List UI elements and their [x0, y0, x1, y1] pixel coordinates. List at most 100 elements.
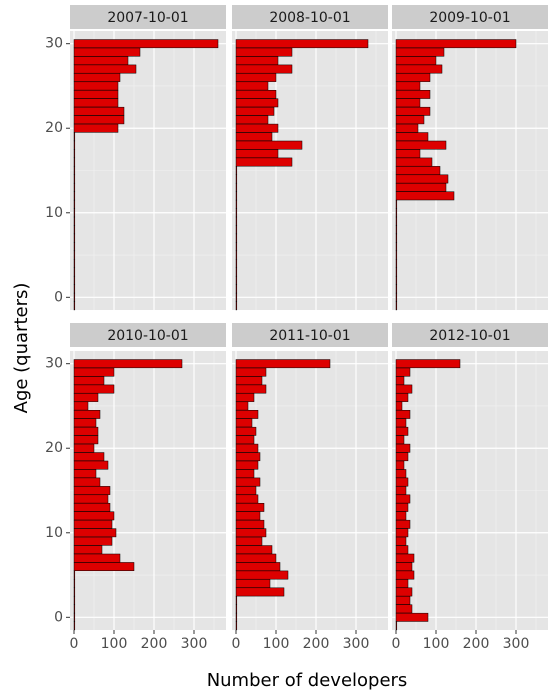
bar — [395, 384, 413, 394]
bar — [235, 511, 261, 521]
x-tick-label: 0 — [70, 636, 79, 652]
bar — [73, 157, 76, 167]
bar — [73, 503, 111, 512]
bar — [235, 284, 238, 294]
bar — [395, 132, 429, 142]
bar — [235, 106, 275, 116]
bar — [235, 384, 267, 394]
y-tick-label: 20 — [45, 440, 63, 456]
bar — [395, 443, 411, 453]
bar — [235, 47, 293, 57]
bar — [235, 132, 273, 142]
bar — [235, 56, 279, 65]
bar — [395, 486, 407, 495]
bar — [73, 367, 115, 377]
bar — [235, 452, 261, 462]
bar — [235, 393, 255, 402]
bar — [235, 553, 277, 563]
bar — [73, 579, 76, 588]
bar — [395, 587, 413, 597]
bar — [235, 250, 238, 260]
bar — [73, 511, 115, 521]
bar — [395, 73, 431, 82]
bar — [235, 166, 238, 175]
bar — [235, 225, 238, 235]
bar — [395, 612, 429, 622]
bar — [395, 140, 447, 150]
bar — [395, 199, 398, 209]
bar — [73, 132, 76, 142]
bar — [395, 494, 411, 504]
bar — [73, 528, 117, 538]
bar — [235, 503, 265, 512]
bar — [395, 233, 398, 243]
bar — [73, 242, 76, 251]
bar — [395, 183, 447, 192]
y-tick-label: 10 — [45, 525, 63, 541]
facet-strip-label: 2011-10-01 — [269, 328, 350, 344]
bar — [235, 140, 303, 150]
facet-strip — [70, 5, 226, 29]
bar — [73, 149, 76, 158]
bar — [395, 39, 517, 49]
bar — [235, 64, 293, 74]
bar — [395, 604, 413, 614]
bar — [73, 418, 97, 428]
bar — [395, 562, 413, 571]
bar — [395, 292, 398, 302]
x-tick-label: 0 — [392, 636, 401, 652]
bar — [235, 367, 267, 377]
bar — [235, 401, 249, 411]
bar — [73, 284, 76, 294]
bar — [395, 477, 409, 487]
bar — [395, 90, 431, 99]
bar — [73, 233, 76, 243]
bar — [235, 157, 293, 167]
bar — [235, 216, 238, 226]
bar — [73, 98, 119, 108]
bar — [395, 242, 398, 251]
bar — [73, 536, 113, 546]
bar — [395, 596, 411, 605]
x-tick-label: 200 — [303, 636, 330, 652]
bar — [235, 494, 259, 504]
bar — [395, 301, 398, 311]
bar — [73, 477, 101, 487]
bar — [395, 56, 437, 65]
bar — [395, 191, 455, 201]
facet-panel: 2009-10-01 — [392, 5, 548, 311]
bar — [395, 511, 407, 521]
x-tick-label: 100 — [101, 636, 128, 652]
bar — [235, 233, 238, 243]
bar — [395, 115, 425, 125]
bar — [73, 301, 76, 311]
bar — [235, 570, 289, 580]
bar — [73, 460, 109, 470]
bar — [235, 208, 238, 218]
facet-strip — [70, 323, 226, 347]
bar — [73, 276, 76, 285]
facet-strip-label: 2008-10-01 — [269, 10, 350, 26]
bar — [73, 384, 115, 394]
bar — [395, 157, 433, 167]
bar — [73, 292, 76, 302]
bar — [235, 98, 279, 108]
bar — [235, 418, 253, 428]
bar — [73, 259, 76, 268]
bar — [395, 553, 415, 563]
facet-panel: 2007-10-01 0 10 20 30 — [45, 5, 226, 311]
bar — [73, 443, 95, 453]
bar — [235, 301, 238, 311]
bar — [235, 276, 238, 285]
bar — [235, 596, 238, 605]
bar — [395, 64, 443, 74]
bar — [235, 376, 263, 385]
bar — [395, 469, 407, 478]
bar — [235, 267, 238, 277]
bar — [73, 401, 89, 411]
bar — [73, 359, 183, 369]
x-tick-label: 100 — [263, 636, 290, 652]
x-tick-label: 200 — [141, 636, 168, 652]
